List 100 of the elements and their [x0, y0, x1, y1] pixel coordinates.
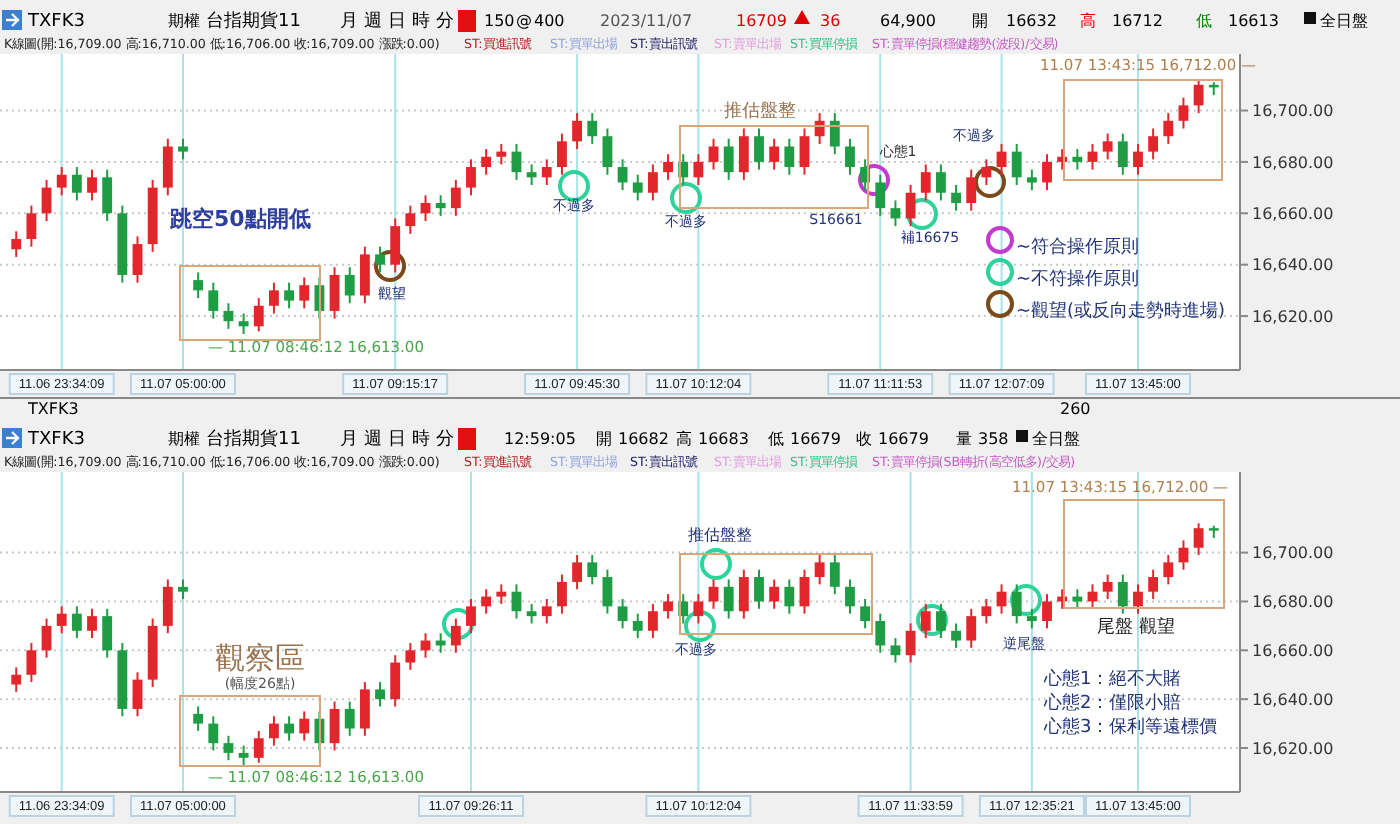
candlestick [162, 137, 173, 197]
text: 開 [596, 430, 612, 448]
y-tick-label: 16,700.00 [1252, 102, 1334, 121]
candlestick [56, 166, 67, 197]
candlestick [557, 573, 567, 615]
y-tick-label: 16,640.00 [1252, 690, 1334, 709]
text: 台指期貨11 [206, 428, 301, 450]
candlestick [572, 112, 583, 151]
candlestick [829, 112, 840, 156]
candlestick [1117, 573, 1128, 615]
candlestick [663, 593, 673, 620]
text: 分 [436, 428, 454, 450]
candlestick [253, 729, 264, 764]
text: 日 [388, 430, 406, 450]
candlestick [526, 602, 537, 625]
candlestick [26, 641, 37, 684]
y-tick-label: 16,700.00 [1252, 544, 1334, 563]
candlestick [693, 593, 704, 625]
annotation: ~符合操作原則 [1016, 236, 1140, 258]
text: 16679 [790, 430, 841, 448]
candlestick [784, 578, 795, 615]
candlestick [359, 681, 370, 737]
text: 量 [956, 430, 972, 448]
candlestick [208, 281, 219, 320]
candlestick [496, 142, 507, 166]
text: 高 [676, 430, 692, 448]
candlestick [405, 204, 416, 235]
candlestick [299, 710, 310, 742]
candlestick [481, 148, 492, 176]
candlestick [178, 137, 188, 161]
candlestick [284, 715, 295, 742]
text: 日 [388, 12, 406, 32]
candlestick [1026, 607, 1037, 630]
annotation: 心態2：僅限小賠 [1042, 692, 1182, 714]
text: 2023/11/07 [600, 12, 693, 30]
candlestick [87, 607, 97, 640]
candlestick [723, 137, 734, 181]
annotation: 心態3：保利等遠標價 [1042, 716, 1218, 738]
candlestick [905, 184, 916, 228]
candlestick [769, 578, 780, 610]
candlestick [799, 127, 810, 176]
candlestick [466, 598, 476, 635]
annotation: ~不符操作原則 [1016, 268, 1140, 290]
candlestick [1011, 583, 1022, 625]
candlestick [905, 622, 916, 664]
candlestick [632, 612, 643, 640]
annotation: 推估盤整 [688, 526, 752, 544]
candlestick [329, 700, 340, 752]
candlestick [26, 204, 37, 248]
text: 全日盤 [1320, 12, 1368, 30]
candlestick [890, 637, 901, 664]
candlestick [1148, 568, 1159, 601]
candlestick [1133, 142, 1143, 176]
candlestick [284, 281, 295, 310]
candlestick [405, 641, 416, 671]
candlestick [617, 158, 628, 192]
candlestick [587, 112, 598, 145]
text: 16709 [736, 12, 787, 30]
candlestick [132, 671, 143, 718]
candlestick [602, 568, 613, 615]
candlestick [1193, 78, 1204, 115]
candlestick [1117, 132, 1128, 176]
candlestick [1042, 153, 1052, 192]
y-tick-label: 16,680.00 [1252, 593, 1334, 612]
candlestick [632, 173, 643, 202]
candlestick [1102, 573, 1113, 601]
text: 16683 [698, 430, 749, 448]
candlestick [875, 612, 886, 654]
candlestick [951, 184, 961, 212]
y-tick-label: 16,680.00 [1252, 153, 1334, 172]
candlestick [557, 132, 567, 176]
text: 分 [436, 10, 454, 32]
candlestick [132, 235, 143, 284]
candlestick [845, 137, 855, 176]
text: 台指期貨11 [206, 10, 301, 32]
text: 時 [412, 10, 430, 32]
text: 16712 [1112, 12, 1163, 30]
candlestick [814, 554, 825, 586]
candlestick [102, 607, 113, 659]
candlestick [920, 602, 931, 640]
text: 時 [412, 428, 430, 450]
candlestick [56, 605, 67, 635]
text: 期權 [168, 430, 200, 448]
candlestick [723, 578, 734, 620]
candlestick [754, 568, 764, 610]
candlestick [466, 158, 476, 197]
candlestick [344, 266, 355, 305]
candlestick [269, 715, 279, 747]
annotation: 尾盤 觀望 [1097, 616, 1175, 638]
text: 150 [484, 12, 515, 30]
candlestick [375, 681, 385, 708]
candlestick [1026, 168, 1037, 192]
text: @ [516, 12, 532, 30]
candlestick [663, 153, 673, 181]
candlestick [11, 666, 22, 693]
y-tick-label: 16,620.00 [1252, 307, 1334, 326]
candlestick [1163, 554, 1174, 586]
candlestick [875, 173, 886, 217]
candlestick [738, 568, 749, 620]
candlestick [920, 163, 931, 202]
